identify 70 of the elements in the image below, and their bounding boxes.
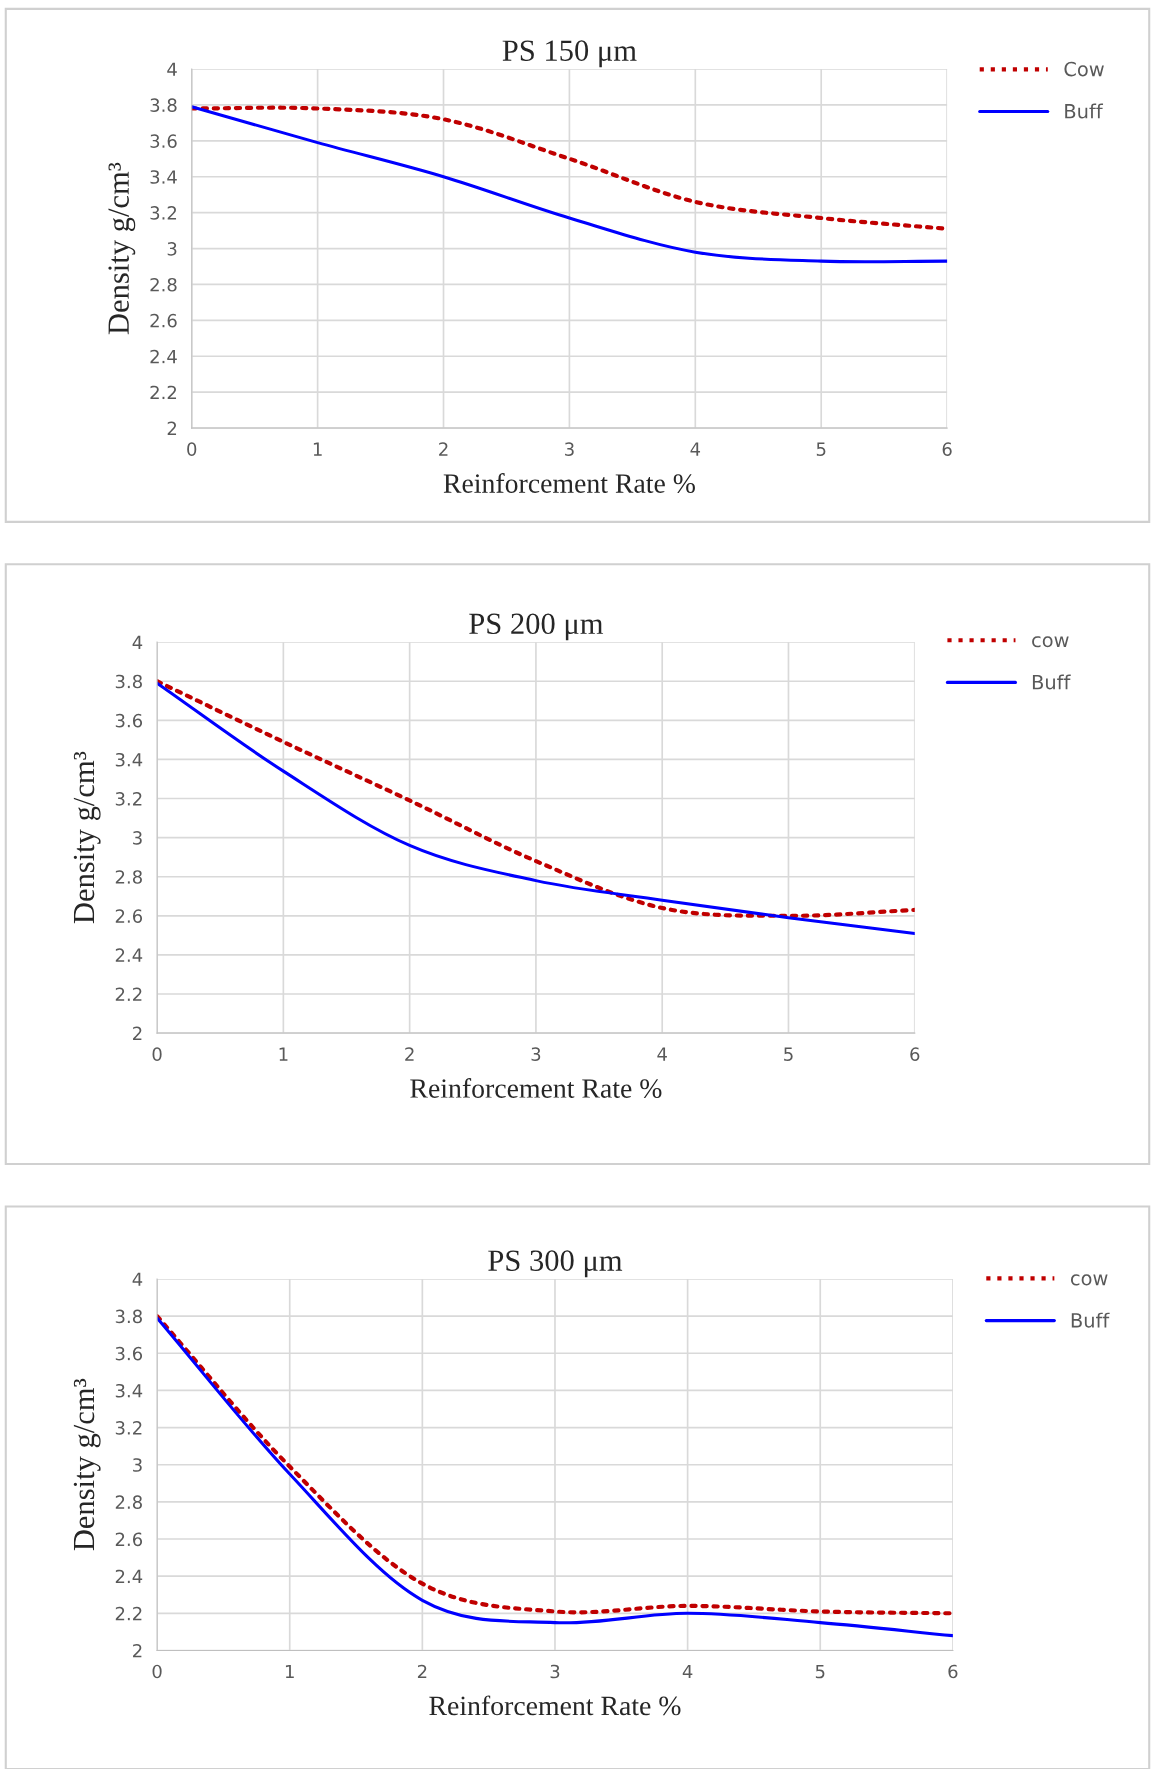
x-tick-label: 2 <box>417 1664 427 1679</box>
legend-label: Buff <box>1032 674 1071 690</box>
y-tick-label: 3.6 <box>115 1346 143 1361</box>
y-tick-label: 2.4 <box>115 1569 143 1584</box>
x-tick-label: 0 <box>152 1664 162 1679</box>
y-tick-label: 2.8 <box>150 277 177 292</box>
y-tick-label: 3.4 <box>115 752 143 767</box>
x-tick-label: 6 <box>910 1047 920 1061</box>
y-axis-title: Density g/cm³ <box>108 162 136 335</box>
y-axis-title: Density g/cm³ <box>73 751 101 924</box>
legend-label: cow <box>1070 1274 1108 1286</box>
x-tick-label: 2 <box>405 1047 414 1061</box>
legend-label: cow <box>1032 636 1069 648</box>
chart-title: PS 150 μm <box>502 40 637 68</box>
x-tick-label: 6 <box>942 442 952 456</box>
x-tick-label: 4 <box>682 1664 693 1679</box>
y-tick-label: 3.2 <box>150 206 177 220</box>
y-tick-label: 3.4 <box>115 1383 143 1398</box>
y-tick-label: 2.2 <box>115 987 142 1001</box>
x-tick-label: 5 <box>816 442 826 456</box>
y-tick-label: 2.6 <box>150 313 177 328</box>
y-tick-label: 3.6 <box>115 713 143 728</box>
x-tick-label: 5 <box>815 1664 825 1679</box>
x-tick-label: 3 <box>531 1047 541 1061</box>
y-tick-label: 4 <box>132 635 143 650</box>
y-axis-title: Density g/cm³ <box>73 1378 101 1551</box>
y-tick-label: 2.4 <box>150 349 177 364</box>
x-tick-label: 6 <box>948 1664 958 1679</box>
x-tick-label: 1 <box>279 1047 288 1061</box>
y-tick-label: 2.6 <box>115 909 143 923</box>
line-series <box>191 105 948 264</box>
x-tick-label: 3 <box>565 442 574 456</box>
y-tick-label: 3.4 <box>150 170 177 184</box>
x-tick-label: 2 <box>439 442 448 456</box>
y-tick-label: 2.4 <box>115 948 143 962</box>
x-axis-title: Reinforcement Rate % <box>429 1695 681 1716</box>
x-tick-label: 1 <box>285 1664 294 1679</box>
x-tick-label: 5 <box>784 1047 793 1061</box>
chart-title: PS 200 μm <box>469 613 604 641</box>
y-tick-label: 4 <box>132 1272 143 1286</box>
x-tick-label: 4 <box>657 1047 667 1061</box>
y-tick-label: 2.2 <box>150 385 177 400</box>
y-tick-label: 2.8 <box>115 870 142 884</box>
y-tick-label: 3.2 <box>115 1421 142 1435</box>
y-tick-label: 2 <box>133 1643 142 1658</box>
y-tick-label: 3.2 <box>115 791 142 806</box>
y-tick-label: 2.8 <box>115 1495 142 1509</box>
y-tick-label: 3 <box>167 242 177 256</box>
chart-title: PS 300 μm <box>488 1250 623 1278</box>
y-tick-label: 3.8 <box>115 1309 142 1324</box>
y-tick-label: 3.8 <box>150 98 177 113</box>
y-tick-label: 4 <box>167 62 177 76</box>
x-tick-label: 0 <box>152 1047 162 1061</box>
x-tick-label: 3 <box>550 1664 560 1679</box>
y-tick-label: 3 <box>133 831 142 845</box>
legend-label: Buff <box>1065 103 1104 119</box>
legend-label: Buff <box>1071 1312 1110 1328</box>
x-axis-title: Reinforcement Rate % <box>410 1078 662 1098</box>
y-tick-label: 3 <box>133 1458 142 1472</box>
y-tick-label: 2.2 <box>115 1606 142 1621</box>
y-tick-label: 2 <box>167 421 177 435</box>
x-tick-label: 4 <box>690 442 701 456</box>
x-tick-label: 1 <box>313 442 322 456</box>
x-tick-label: 0 <box>187 442 197 456</box>
y-tick-label: 3.8 <box>115 674 142 689</box>
x-axis-title: Reinforcement Rate % <box>443 473 695 493</box>
y-tick-label: 2 <box>133 1026 142 1040</box>
y-tick-label: 3.6 <box>150 134 177 148</box>
y-tick-label: 2.6 <box>115 1532 143 1547</box>
legend-label: Cow <box>1064 61 1104 77</box>
